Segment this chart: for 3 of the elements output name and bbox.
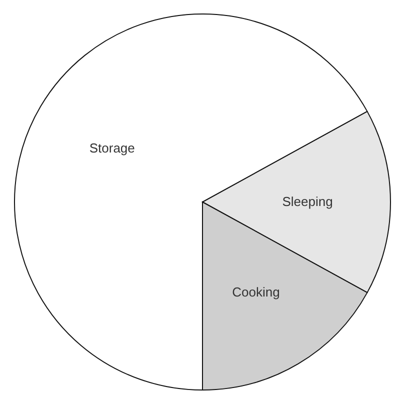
slice-label: Storage [89, 140, 135, 156]
slice-label: Cooking [232, 284, 280, 300]
slice-label: Sleeping [282, 194, 333, 209]
